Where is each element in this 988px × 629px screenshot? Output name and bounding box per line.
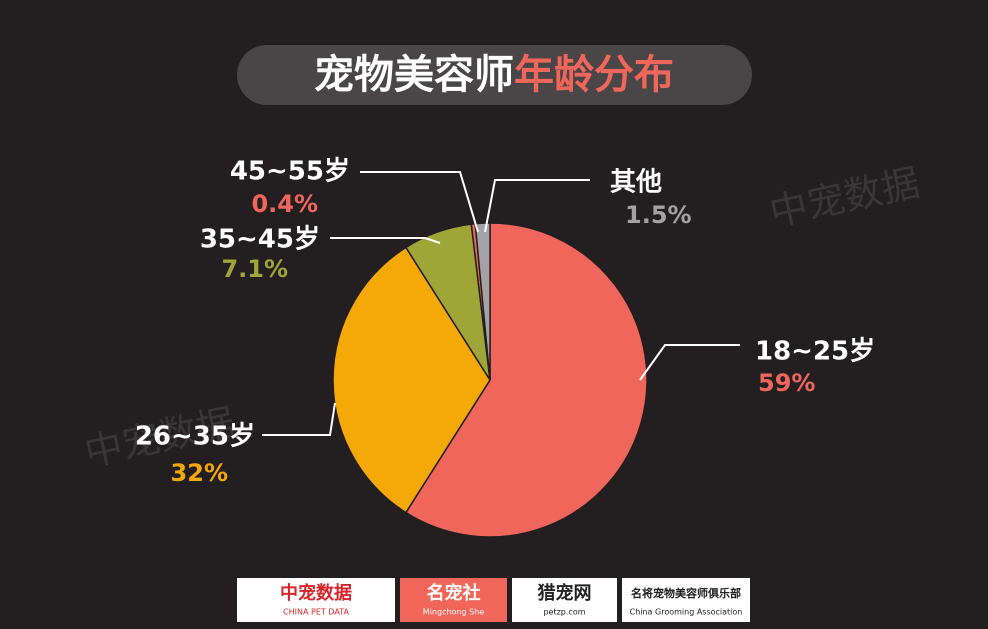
slice-label: 26~35岁: [135, 421, 255, 452]
logo-sub: petzp.com: [543, 608, 585, 617]
value-label: 32%: [171, 459, 228, 487]
leader-line: [639, 344, 740, 381]
logo-sub: Mingchong She: [423, 608, 484, 617]
logo-sub: China Grooming Association: [630, 608, 743, 617]
slice-label: 35~45岁: [200, 224, 320, 255]
logo-box: [622, 578, 750, 622]
logo-name: 中宠数据: [280, 582, 352, 604]
logo-box: [237, 578, 395, 622]
title-pill: [237, 45, 752, 105]
value-label: 0.4%: [251, 190, 318, 218]
leader-line: [262, 402, 336, 436]
pie-slice: [332, 246, 491, 514]
leader-line: [330, 237, 441, 244]
chart-title: 宠物美容师年龄分布: [314, 52, 674, 98]
leader-line: [484, 179, 590, 233]
logo-box: [400, 578, 507, 622]
pie-slice: [404, 222, 648, 538]
slice-label: 其他: [610, 168, 662, 198]
logo-name: 名宠社: [427, 582, 481, 604]
slice-label: 45~55岁: [230, 156, 350, 187]
footer: 中宠数据 CHINA PET DATA 名宠社 Mingchong She 猎宠网 pet…: [237, 578, 750, 622]
logo-sub: CHINA PET DATA: [283, 608, 349, 617]
logo-box: [512, 578, 617, 622]
value-label: 59%: [758, 369, 815, 397]
value-label: 7.1%: [221, 255, 288, 283]
logo-name: 名将宠物美容师俱乐部: [631, 586, 741, 600]
logo-name: 猎宠网: [538, 582, 592, 604]
slice-label: 18~25岁: [755, 336, 875, 367]
leader-line: [360, 171, 479, 233]
title-part: 年龄分布: [514, 52, 674, 98]
value-label: 1.5%: [625, 201, 692, 229]
title-part: 宠物美容师: [314, 52, 514, 98]
pie: [332, 222, 648, 538]
